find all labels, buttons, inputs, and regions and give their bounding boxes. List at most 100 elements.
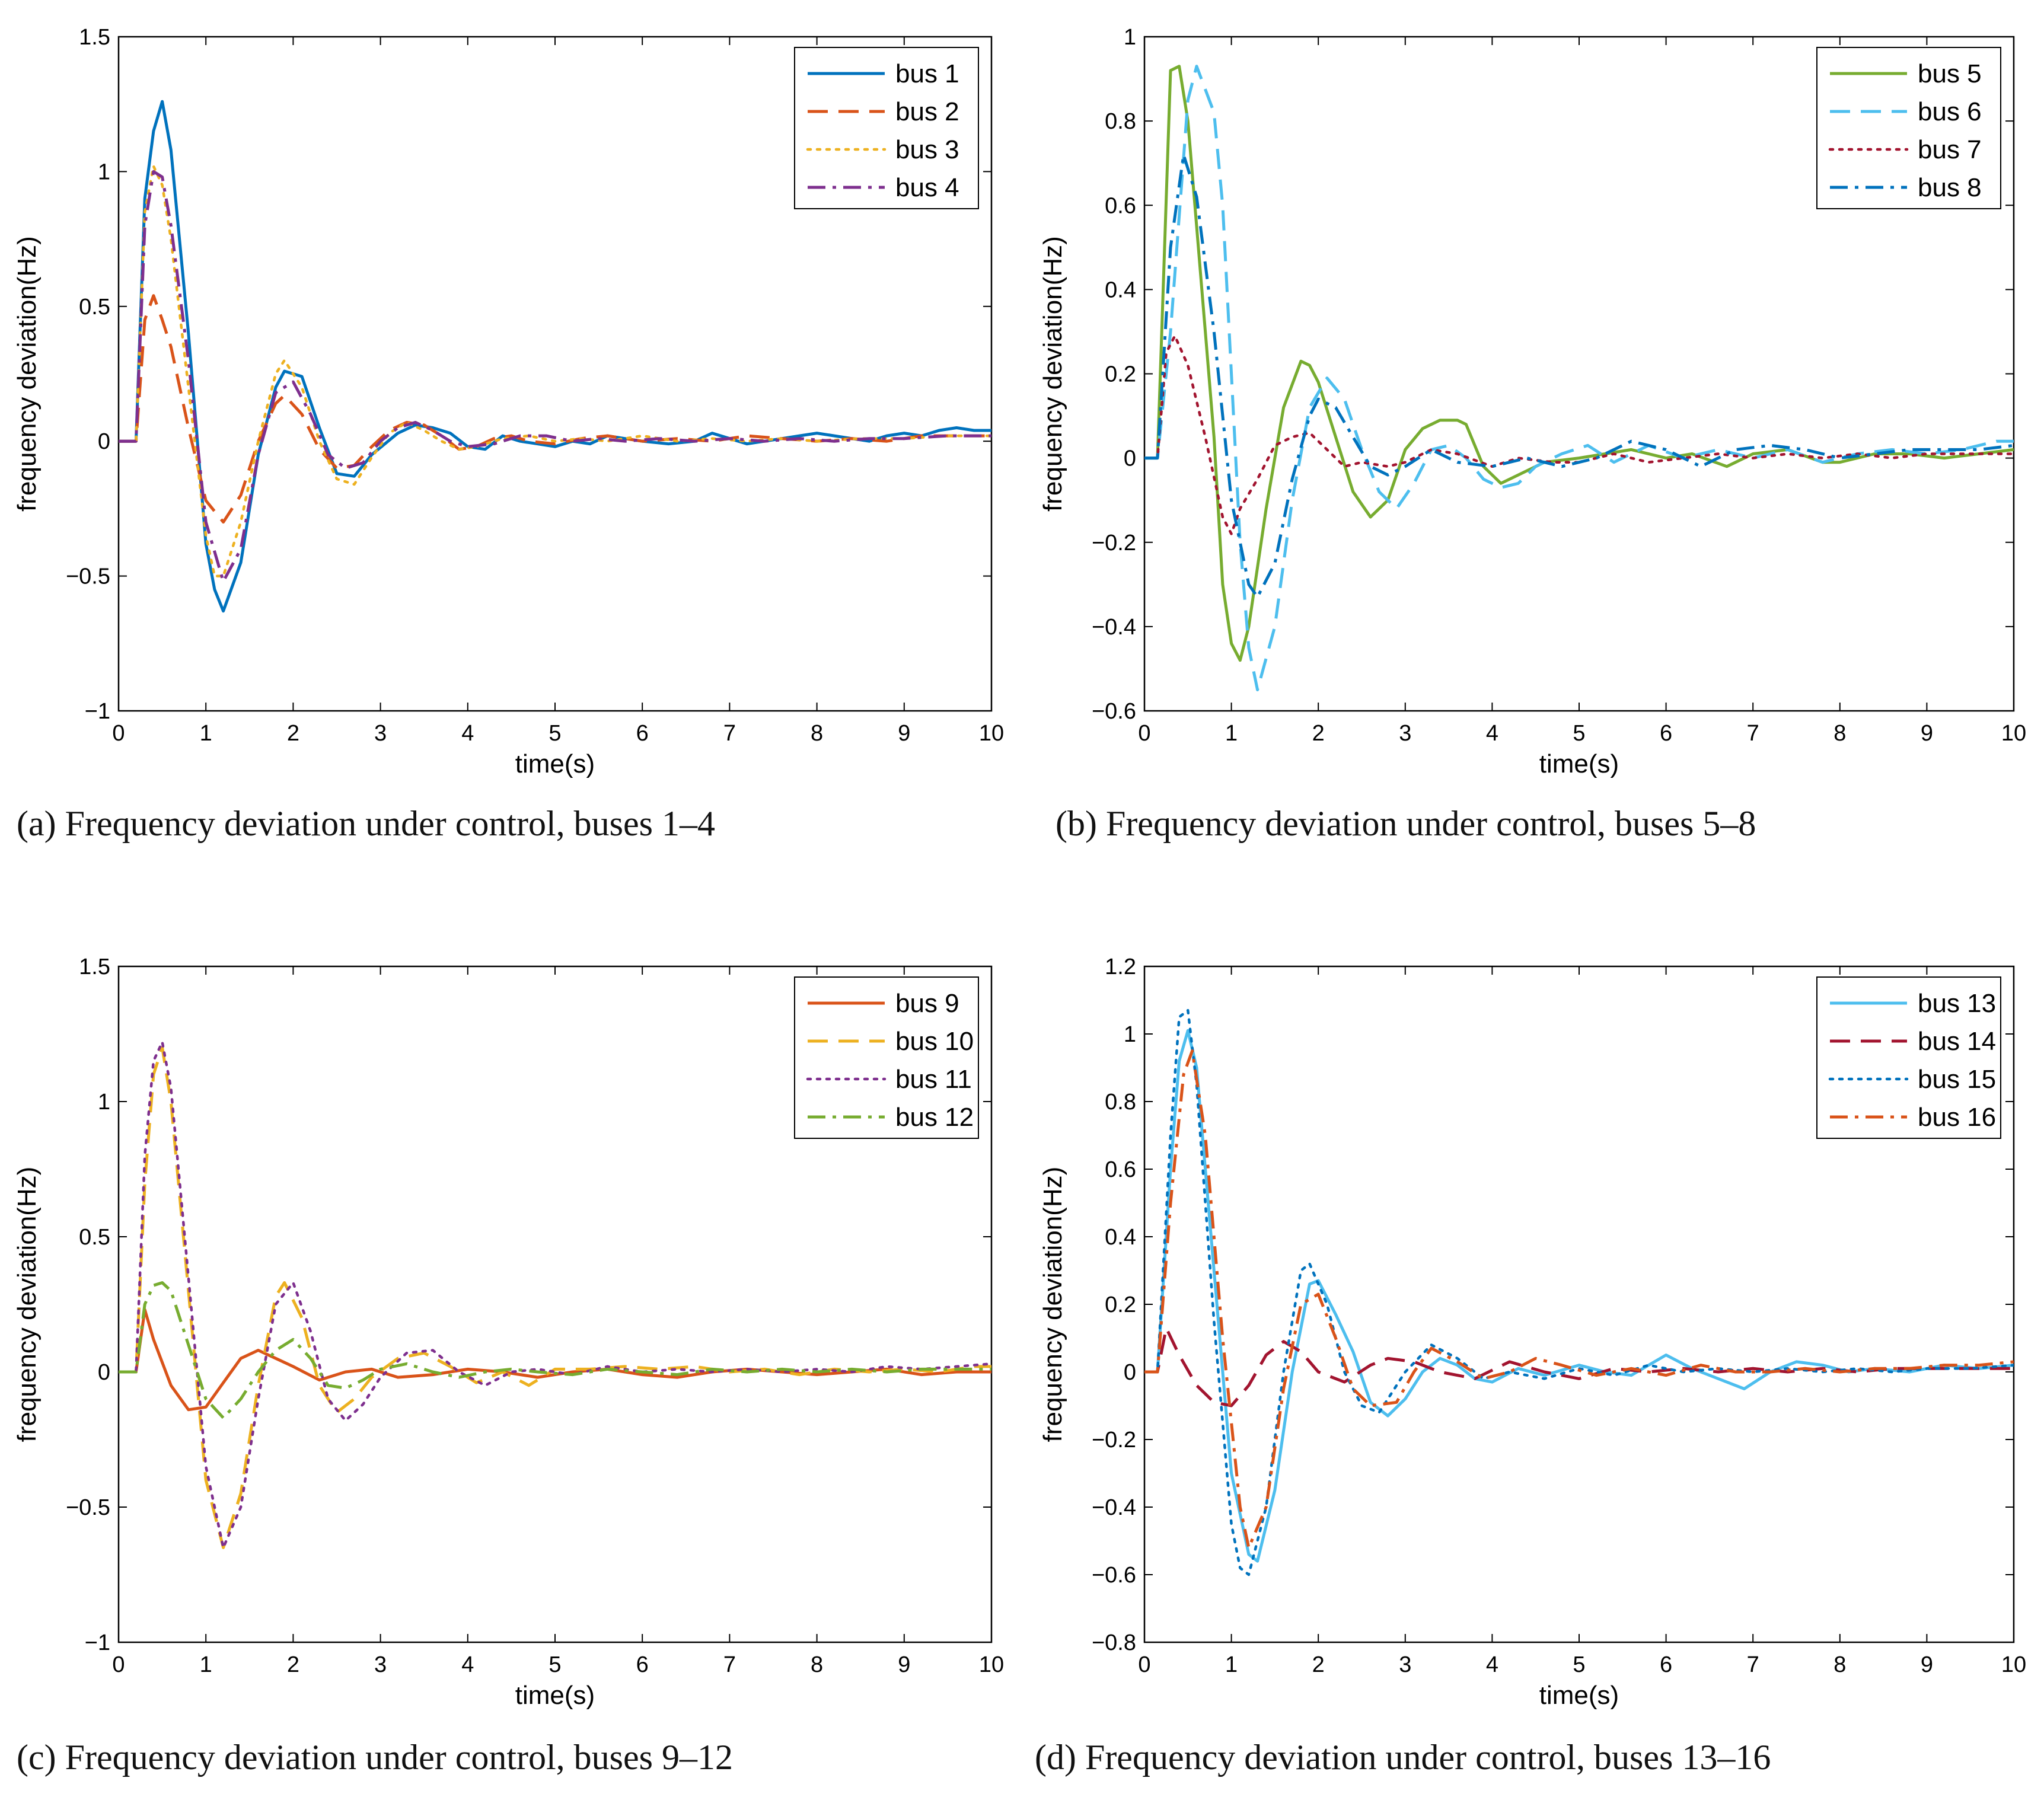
x-tick-label: 1: [200, 1652, 212, 1677]
legend-label: bus 11: [895, 1065, 972, 1094]
y-tick-label: 1.2: [1105, 955, 1136, 979]
series-line-bus-13: [1144, 1029, 2014, 1563]
series-line-bus-8: [1144, 153, 2014, 599]
series-line-bus-11: [119, 1040, 991, 1549]
x-tick-label: 0: [112, 1652, 125, 1677]
y-tick-label: −0.5: [66, 1495, 110, 1520]
caption-c: (c) Frequency deviation under control, b…: [17, 1738, 733, 1777]
y-tick-label: −1: [85, 699, 110, 724]
y-tick-label: −0.4: [1092, 615, 1136, 640]
caption-a: (a) Frequency deviation under control, b…: [17, 804, 715, 843]
x-axis-label: time(s): [515, 749, 595, 778]
y-tick-label: 0.8: [1105, 1090, 1136, 1115]
y-axis-label: frequency deviation(Hz): [1038, 236, 1067, 512]
x-tick-label: 9: [1921, 1652, 1933, 1677]
x-tick-label: 8: [1833, 721, 1846, 746]
y-tick-label: −0.4: [1092, 1495, 1136, 1520]
y-tick-label: 0.8: [1105, 109, 1136, 134]
series-line-bus-6: [1144, 65, 2014, 691]
y-tick-label: 0.2: [1105, 1292, 1136, 1317]
x-tick-label: 5: [549, 721, 561, 746]
caption-d: (d) Frequency deviation under control, b…: [1035, 1738, 1771, 1777]
y-tick-label: 0: [98, 429, 110, 454]
series-line-bus-4: [119, 170, 991, 583]
x-tick-label: 5: [1573, 721, 1585, 746]
series-line-bus-1: [119, 100, 991, 613]
x-tick-label: 3: [374, 1652, 387, 1677]
y-tick-label: 0: [1124, 1360, 1136, 1385]
y-tick-label: −0.8: [1092, 1630, 1136, 1655]
x-tick-label: 10: [2001, 1652, 2026, 1677]
series-line-bus-5: [1144, 65, 2014, 662]
x-tick-label: 7: [723, 721, 736, 746]
x-tick-label: 6: [636, 1652, 649, 1677]
y-tick-label: 0.2: [1105, 362, 1136, 387]
x-tick-label: 8: [1833, 1652, 1846, 1677]
y-tick-label: 1.5: [79, 955, 110, 979]
x-tick-label: 4: [461, 721, 474, 746]
x-tick-label: 6: [1660, 1652, 1672, 1677]
x-tick-label: 10: [979, 1652, 1004, 1677]
y-tick-label: 0.6: [1105, 1157, 1136, 1182]
x-axis-label: time(s): [1539, 1681, 1619, 1710]
x-tick-label: 1: [1225, 721, 1238, 746]
x-tick-label: 7: [723, 1652, 736, 1677]
y-tick-label: 0: [1124, 446, 1136, 471]
y-tick-label: −0.2: [1092, 531, 1136, 556]
y-tick-label: −1: [85, 1630, 110, 1655]
y-tick-label: 0.4: [1105, 1225, 1136, 1250]
legend-label: bus 13: [1918, 989, 1996, 1018]
x-tick-label: 7: [1747, 721, 1759, 746]
y-tick-label: −0.5: [66, 564, 110, 589]
series-line-bus-16: [1144, 1049, 2014, 1549]
y-tick-label: −0.2: [1092, 1428, 1136, 1453]
y-tick-label: 1: [98, 1090, 110, 1115]
legend-box: [794, 47, 979, 209]
series-line-bus-15: [1144, 1008, 2014, 1576]
x-tick-label: 5: [549, 1652, 561, 1677]
x-tick-label: 3: [374, 721, 387, 746]
y-tick-label: 0.6: [1105, 193, 1136, 218]
x-tick-label: 6: [1660, 721, 1672, 746]
y-tick-label: 1: [98, 159, 110, 184]
x-tick-label: 4: [1486, 1652, 1498, 1677]
series-line-bus-7: [1144, 334, 2014, 535]
x-axis-label: time(s): [1539, 749, 1619, 778]
y-tick-label: 0.5: [79, 1225, 110, 1250]
x-tick-label: 3: [1399, 1652, 1411, 1677]
x-tick-label: 7: [1747, 1652, 1759, 1677]
y-tick-label: −0.6: [1092, 699, 1136, 724]
x-tick-label: 9: [898, 1652, 910, 1677]
legend-label: bus 4: [895, 173, 959, 202]
x-tick-label: 1: [200, 721, 212, 746]
y-axis-label: frequency deviation(Hz): [1038, 1167, 1067, 1442]
legend-label: bus 10: [895, 1027, 974, 1056]
x-tick-label: 9: [1921, 721, 1933, 746]
x-tick-label: 8: [811, 1652, 823, 1677]
chart-panel-a: 0 1 2 3 4 5 6 7 8 9 10 −1 −0.5 0 0.5 1 1.5 time(s) frequen…: [12, 25, 1004, 778]
x-tick-label: 8: [811, 721, 823, 746]
legend-label: bus 5: [1918, 59, 1982, 88]
series-line-bus-12: [119, 1281, 991, 1419]
x-tick-label: 0: [1138, 721, 1150, 746]
x-tick-label: 1: [1225, 1652, 1238, 1677]
legend: bus 5 bus 6 bus 7 bus 8: [1816, 47, 2001, 209]
x-axis-label: time(s): [515, 1681, 595, 1710]
legend: bus 9 bus 10 bus 11 bus 12: [794, 976, 979, 1139]
x-tick-label: 2: [287, 1652, 299, 1677]
x-tick-label: 2: [1312, 721, 1325, 746]
x-tick-label: 0: [112, 721, 125, 746]
legend: bus 1 bus 2 bus 3 bus 4: [794, 47, 979, 209]
x-tick-label: 0: [1138, 1652, 1150, 1677]
y-tick-label: 1.5: [79, 25, 110, 50]
chart-panel-d: 0 1 2 3 4 5 6 7 8 9 10 −0.8 −0.6 −0.4 −0.2 0 0.2 0.4 0.6 0.…: [1038, 955, 2026, 1710]
x-tick-label: 4: [1486, 721, 1498, 746]
legend-label: bus 12: [895, 1103, 974, 1132]
series-line-bus-10: [119, 1046, 991, 1549]
legend-label: bus 7: [1918, 135, 1982, 164]
y-tick-label: 1: [1124, 1022, 1136, 1047]
legend: bus 13 bus 14 bus 15 bus 16: [1816, 976, 2001, 1139]
caption-b: (b) Frequency deviation under control, b…: [1056, 804, 1756, 843]
x-tick-label: 9: [898, 721, 910, 746]
